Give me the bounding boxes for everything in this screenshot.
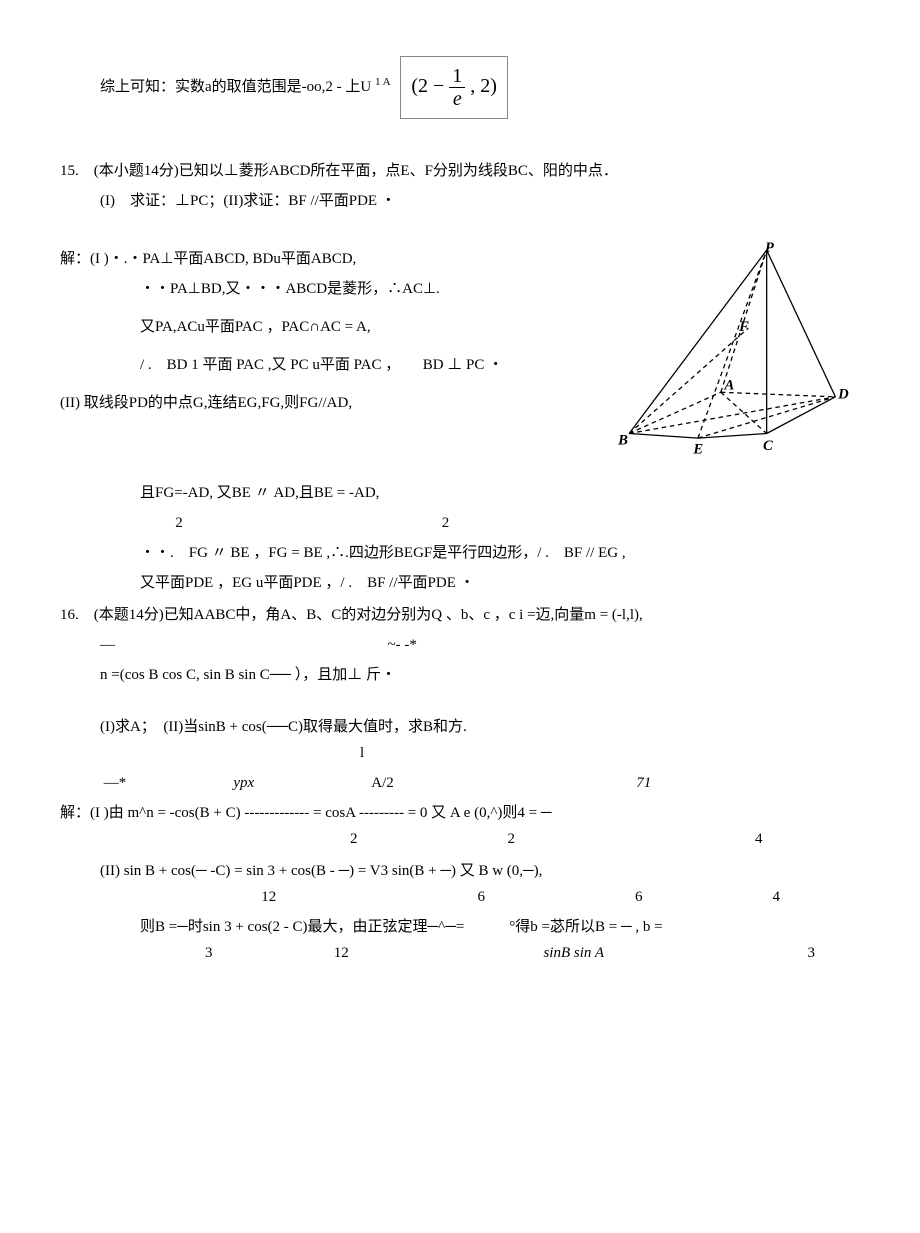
q15-sol-ii-4: 又平面PDE ，EG u平面PDE ，/ . BF //平面PDE ・ bbox=[60, 571, 860, 595]
conclusion-exp: 1 A bbox=[375, 76, 391, 88]
pyramid-figure: P A B C D E F bbox=[600, 241, 860, 469]
q16-sol-ii-l2: 则B =─时sin 3 + cos(2 - C)最大，由正弦定理─^─= °得b… bbox=[60, 915, 860, 939]
q15-sol-ii-2-sub: 2 2 bbox=[60, 511, 860, 535]
q16-sol-i-markers: —* ypx A/2 71 bbox=[60, 771, 860, 795]
q15-sol-ii-3: ・・. FG 〃 BE ，FG = BE ,∴.四边形BEGF是平行四边形，/ … bbox=[60, 541, 860, 565]
fig-label-E: E bbox=[692, 442, 703, 458]
q16-stem-vec: — ~- -* bbox=[60, 633, 860, 657]
q16-sol-ii-l2-subs: 3 12 sinB sin A 3 bbox=[60, 941, 860, 965]
q15-sol-ii-2: 且FG=-AD, 又BE 〃 AD,且BE = -AD, bbox=[60, 485, 860, 509]
fig-label-P: P bbox=[765, 241, 775, 256]
q15-sol-i-4: / . BD 1 平面 PAC ,又 PC u平面 PAC ， BD ⊥ PC … bbox=[60, 353, 590, 377]
q16-sol-ii: (II) sin B + cos(─ -C) = sin 3 + cos(B -… bbox=[60, 859, 860, 883]
fig-label-B: B bbox=[617, 433, 628, 449]
q15-sol-i-2: ・・PA⊥BD,又・・・ABCD是菱形，∴AC⊥. bbox=[60, 277, 590, 301]
fig-label-C: C bbox=[763, 438, 773, 454]
fig-label-A: A bbox=[724, 378, 735, 394]
q16-parts: (I)求A； (II)当sinB + cos(──C)取得最大值时，求B和方. bbox=[60, 715, 860, 739]
interval-box: (2 − 1e , 2) bbox=[400, 56, 508, 119]
q16-sol-ii-subs: 12 6 6 4 bbox=[60, 885, 860, 909]
q15-sol-ii-1: (II) 取线段PD的中点G,连结EG,FG,则FG//AD, bbox=[60, 391, 590, 415]
q16-sol-i: 解：(I )由 m^n = -cos(B + C) ------------- … bbox=[60, 801, 860, 825]
q16-parts-sub: l bbox=[60, 741, 860, 765]
q16-stem-n: n =(cos B cos C, sin B sin C── ），且加⊥ 斤・ bbox=[60, 663, 860, 687]
q16-stem: 16. (本题14分)已知AABC中，角A、B、C的对边分别为Q 、b、c ，c… bbox=[60, 603, 860, 627]
fig-label-F: F bbox=[738, 319, 749, 335]
q15-parts: (I) 求证：⊥PC；(II)求证：BF //平面PDE ・ bbox=[60, 189, 860, 213]
q15-sol-i-3: 又PA,ACu平面PAC ，PAC∩AC = A, bbox=[60, 315, 590, 339]
conclusion-text: 综上可知：实数a的取值范围是-oo,2 - 上U bbox=[100, 79, 371, 95]
fig-label-D: D bbox=[837, 387, 849, 403]
q16-sol-i-dens: 2 2 4 bbox=[60, 827, 860, 851]
q15-stem: 15. (本小题14分)已知以⊥菱形ABCD所在平面，点E、F分别为线段BC、阳… bbox=[60, 159, 860, 183]
top-conclusion: 综上可知：实数a的取值范围是-oo,2 - 上U 1 A (2 − 1e , 2… bbox=[60, 56, 860, 119]
q15-sol-i-1: 解：(I )・.・PA⊥平面ABCD, BDu平面ABCD, bbox=[60, 247, 590, 271]
